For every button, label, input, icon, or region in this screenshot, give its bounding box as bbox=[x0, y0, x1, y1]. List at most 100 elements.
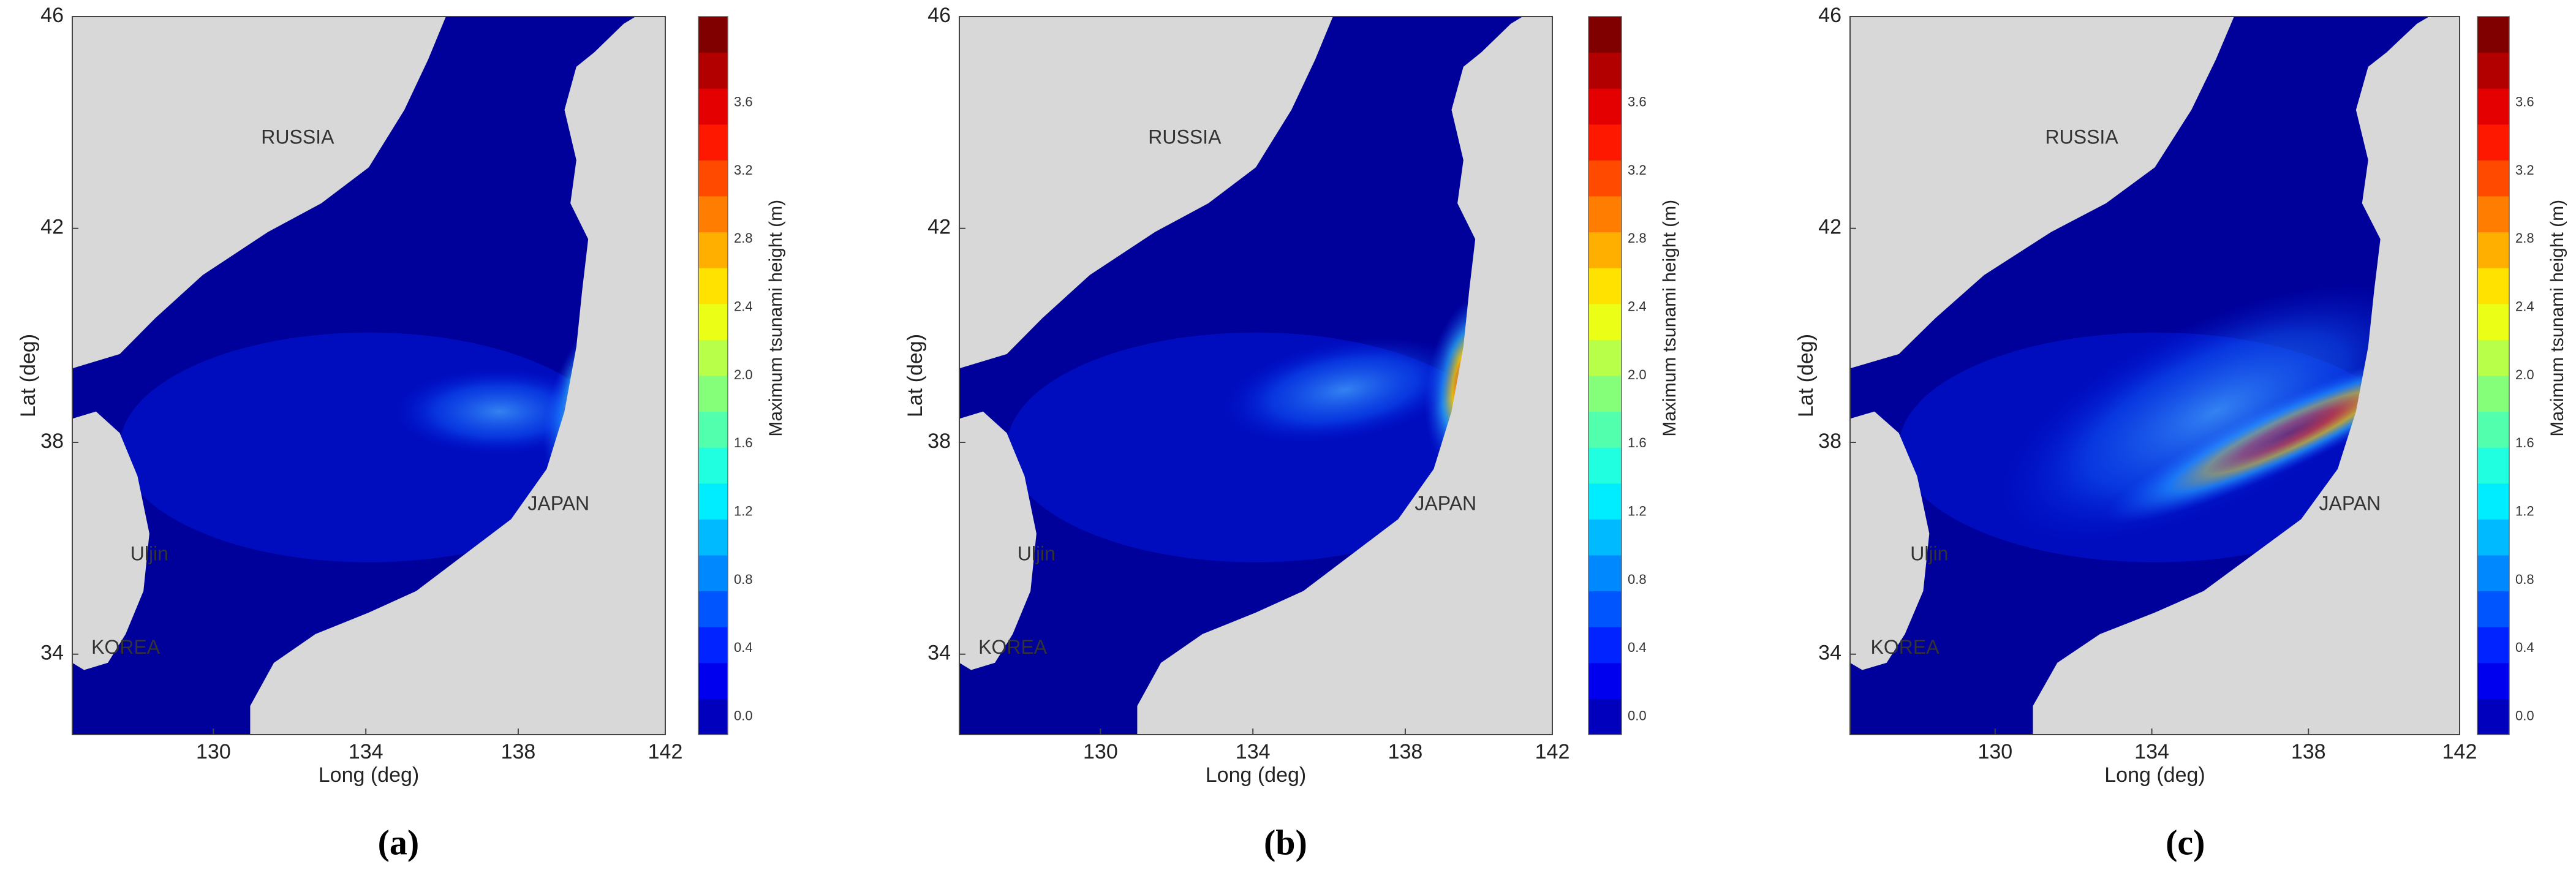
colorbar-step bbox=[2477, 124, 2509, 161]
colorbar-tick-label: 3.2 bbox=[734, 162, 753, 178]
colorbar-step bbox=[1588, 196, 1622, 233]
panel-label: (b) bbox=[1264, 822, 1307, 862]
colorbar-step bbox=[698, 339, 728, 376]
colorbar-step bbox=[698, 268, 728, 305]
x-tick-label: 130 bbox=[196, 740, 231, 763]
panel: RUSSIA JAPAN KOREA Uljin 130 134 138 142 34 38 42 4… bbox=[904, 4, 1680, 862]
map bbox=[959, 17, 1552, 735]
colorbar-step bbox=[698, 232, 728, 268]
colorbar-step bbox=[1588, 17, 1622, 53]
y-tick-label: 46 bbox=[40, 4, 64, 27]
land bbox=[72, 17, 446, 369]
colorbar-step bbox=[1588, 268, 1622, 305]
colorbar-step bbox=[1588, 627, 1622, 664]
colorbar-tick-label: 2.0 bbox=[734, 367, 753, 382]
colorbar-tick-label: 2.4 bbox=[734, 298, 753, 314]
colorbar-tick-label: 3.6 bbox=[2515, 94, 2534, 109]
x-tick-label: 134 bbox=[1236, 740, 1271, 763]
colorbar-frame bbox=[698, 16, 728, 735]
colorbar-step bbox=[2477, 268, 2509, 305]
y-tick-label: 38 bbox=[927, 430, 951, 453]
x-axis-label: Long (deg) bbox=[1206, 763, 1306, 787]
colorbar-step bbox=[2477, 555, 2509, 592]
colorbar-step bbox=[1588, 124, 1622, 161]
y-tick-label: 42 bbox=[1818, 216, 1841, 239]
colorbar-step bbox=[698, 662, 728, 699]
x-axis-label: Long (deg) bbox=[319, 763, 419, 787]
colorbar-tick-label: 1.6 bbox=[734, 435, 753, 450]
place-label: Uljin bbox=[1910, 542, 1948, 564]
y-axis-label: Lat (deg) bbox=[17, 334, 40, 417]
land bbox=[1850, 411, 1930, 670]
place-label: RUSSIA bbox=[1148, 126, 1222, 148]
colorbar-label: Maximum tsunami height (m) bbox=[766, 200, 786, 437]
colorbar-step bbox=[2477, 519, 2509, 556]
x-tick-label: 134 bbox=[2134, 740, 2169, 763]
colorbar-tick-label: 0.8 bbox=[2515, 572, 2534, 587]
map-frame bbox=[72, 16, 666, 735]
colorbar-step bbox=[2477, 88, 2509, 125]
place-label: JAPAN bbox=[2319, 492, 2381, 514]
colorbar-step bbox=[2477, 52, 2509, 89]
colorbar-step bbox=[1588, 483, 1622, 520]
colorbar-step bbox=[1588, 232, 1622, 268]
colorbar-step bbox=[1588, 591, 1622, 627]
x-axis-label: Long (deg) bbox=[2104, 763, 2205, 787]
y-axis-label: Lat (deg) bbox=[904, 334, 927, 417]
colorbar-tick-label: 2.0 bbox=[2515, 367, 2534, 382]
colorbar-step bbox=[698, 88, 728, 125]
place-label: JAPAN bbox=[527, 492, 589, 514]
map bbox=[72, 17, 665, 735]
colorbar-step bbox=[2477, 17, 2509, 53]
colorbar-tick-label: 1.2 bbox=[2515, 503, 2534, 518]
y-tick-label: 38 bbox=[1818, 430, 1841, 453]
x-tick-label: 142 bbox=[2442, 740, 2477, 763]
colorbar-step bbox=[2477, 339, 2509, 376]
colorbar-tick-label: 0.8 bbox=[1628, 572, 1647, 587]
colorbar-tick-label: 2.8 bbox=[2515, 230, 2534, 246]
map-frame bbox=[959, 16, 1553, 735]
colorbar-step bbox=[2477, 662, 2509, 699]
colorbar-step bbox=[1588, 555, 1622, 592]
colorbar-step bbox=[2477, 591, 2509, 627]
land bbox=[959, 17, 1333, 369]
panel-label: (a) bbox=[378, 822, 420, 862]
colorbar-step bbox=[1588, 376, 1622, 412]
colorbar-step bbox=[1588, 88, 1622, 125]
colorbar-step bbox=[2477, 483, 2509, 520]
colorbar-step bbox=[698, 555, 728, 592]
colorbar-tick-label: 3.2 bbox=[1628, 162, 1647, 178]
colorbar-tick-label: 1.2 bbox=[1628, 503, 1647, 518]
colorbar-step bbox=[698, 411, 728, 448]
colorbar-step bbox=[1588, 160, 1622, 197]
colorbar-tick-label: 2.0 bbox=[1628, 367, 1647, 382]
colorbar-step bbox=[1588, 52, 1622, 89]
colorbar-step bbox=[698, 124, 728, 161]
colorbar-step bbox=[698, 698, 728, 735]
y-tick-label: 34 bbox=[40, 641, 64, 665]
tsunami-field bbox=[2001, 282, 2431, 541]
colorbar-tick-label: 0.8 bbox=[734, 572, 753, 587]
place-label: RUSSIA bbox=[2045, 126, 2119, 148]
land bbox=[250, 17, 665, 735]
x-tick-label: 130 bbox=[1977, 740, 2012, 763]
x-tick-label: 138 bbox=[2291, 740, 2326, 763]
colorbar-step bbox=[2477, 698, 2509, 735]
place-label: RUSSIA bbox=[261, 126, 334, 148]
colorbar-step bbox=[2477, 196, 2509, 233]
colorbar-tick-label: 0.0 bbox=[734, 708, 753, 724]
colorbar-step bbox=[1588, 411, 1622, 448]
colorbar-step bbox=[2477, 447, 2509, 484]
x-tick-label: 142 bbox=[648, 740, 683, 763]
y-tick-label: 38 bbox=[40, 430, 64, 453]
colorbar-step bbox=[698, 17, 728, 53]
colorbar-step bbox=[2477, 627, 2509, 664]
panel: RUSSIA JAPAN KOREA Uljin 130 134 138 142 34 38 42 4… bbox=[17, 4, 786, 862]
place-label: Uljin bbox=[1018, 542, 1056, 564]
colorbar-step bbox=[698, 591, 728, 627]
y-axis-label: Lat (deg) bbox=[1794, 334, 1818, 417]
y-tick-label: 34 bbox=[927, 641, 951, 665]
place-label: Uljin bbox=[130, 542, 168, 564]
x-tick-label: 134 bbox=[349, 740, 383, 763]
y-tick-label: 42 bbox=[40, 216, 64, 239]
